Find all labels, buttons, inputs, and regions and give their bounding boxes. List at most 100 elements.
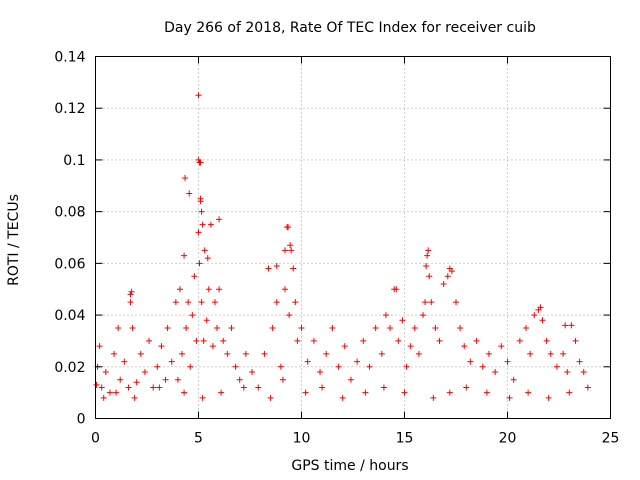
data-point bbox=[378, 350, 385, 357]
data-point bbox=[195, 156, 202, 163]
data-point bbox=[580, 368, 587, 375]
data-point bbox=[504, 358, 511, 365]
data-point bbox=[182, 175, 189, 182]
data-point bbox=[176, 286, 183, 293]
data-point bbox=[440, 281, 447, 288]
data-point bbox=[380, 384, 387, 391]
data-point bbox=[457, 325, 464, 331]
data-point bbox=[137, 350, 144, 357]
data-point bbox=[516, 337, 523, 344]
data-point bbox=[216, 216, 223, 223]
data-point bbox=[96, 343, 103, 350]
data-point bbox=[93, 381, 100, 388]
data-point bbox=[492, 368, 499, 375]
data-point bbox=[228, 325, 235, 331]
data-point bbox=[399, 317, 406, 324]
y-tick-label: 0.08 bbox=[54, 205, 85, 221]
data-point bbox=[205, 286, 212, 293]
data-point bbox=[302, 389, 309, 396]
data-point bbox=[525, 389, 532, 396]
data-point bbox=[403, 363, 410, 370]
data-point bbox=[146, 337, 153, 344]
data-point bbox=[100, 394, 107, 401]
x-tick-label: 0 bbox=[91, 431, 100, 447]
data-point bbox=[564, 368, 571, 375]
data-point bbox=[189, 312, 196, 319]
y-tick-label: 0.06 bbox=[54, 256, 85, 272]
data-point bbox=[360, 337, 367, 344]
data-point bbox=[179, 350, 186, 357]
data-point bbox=[539, 317, 546, 324]
data-point bbox=[181, 252, 188, 259]
data-point bbox=[424, 252, 431, 259]
chart-title: Day 266 of 2018, Rate Of TEC Index for r… bbox=[164, 20, 536, 36]
data-point bbox=[420, 312, 427, 319]
data-point bbox=[158, 343, 165, 350]
data-point bbox=[584, 384, 591, 391]
data-point bbox=[113, 389, 120, 396]
data-point bbox=[411, 325, 418, 331]
data-point bbox=[162, 376, 169, 383]
data-point bbox=[387, 325, 394, 331]
data-point bbox=[106, 389, 113, 396]
data-point bbox=[510, 376, 517, 383]
data-point bbox=[273, 262, 280, 269]
data-point bbox=[319, 384, 326, 391]
data-point bbox=[154, 363, 161, 370]
data-point bbox=[432, 325, 439, 331]
data-point bbox=[191, 273, 198, 280]
data-point bbox=[446, 389, 453, 396]
data-point bbox=[216, 286, 223, 293]
data-point bbox=[527, 350, 534, 357]
data-point bbox=[430, 394, 437, 401]
data-point bbox=[269, 325, 276, 331]
data-point bbox=[218, 389, 225, 396]
data-point bbox=[128, 288, 135, 295]
data-point bbox=[323, 350, 330, 357]
data-point bbox=[506, 394, 513, 401]
data-point bbox=[566, 389, 573, 396]
data-point bbox=[290, 265, 297, 272]
data-point bbox=[576, 358, 583, 365]
data-point bbox=[341, 343, 348, 350]
data-point bbox=[560, 350, 567, 357]
y-tick-label: 0 bbox=[77, 412, 86, 428]
data-point bbox=[181, 389, 188, 396]
data-point bbox=[317, 368, 324, 375]
data-point bbox=[423, 262, 430, 269]
data-point bbox=[498, 343, 505, 350]
data-point bbox=[531, 312, 538, 319]
data-point bbox=[193, 337, 200, 344]
data-point bbox=[164, 325, 171, 331]
data-point bbox=[261, 350, 268, 357]
data-point bbox=[422, 299, 429, 306]
data-point bbox=[156, 384, 163, 391]
data-point bbox=[117, 376, 124, 383]
data-point bbox=[282, 247, 289, 254]
data-point bbox=[200, 337, 207, 344]
grid-lines bbox=[95, 56, 611, 419]
data-point bbox=[150, 384, 157, 391]
data-point bbox=[415, 350, 422, 357]
data-point bbox=[407, 343, 414, 350]
data-point bbox=[537, 304, 544, 311]
data-point bbox=[277, 363, 284, 370]
data-point bbox=[347, 376, 354, 383]
data-point bbox=[121, 358, 128, 365]
data-point bbox=[199, 221, 206, 228]
data-points bbox=[93, 92, 591, 401]
data-point bbox=[372, 325, 379, 331]
data-point bbox=[220, 337, 227, 344]
data-point bbox=[282, 286, 289, 293]
data-point bbox=[129, 325, 136, 331]
data-point bbox=[207, 221, 214, 228]
data-point bbox=[125, 384, 132, 391]
y-tick-label: 0.12 bbox=[54, 101, 85, 117]
data-point bbox=[446, 265, 453, 272]
data-point bbox=[198, 208, 205, 215]
data-point bbox=[425, 247, 432, 254]
data-point bbox=[523, 325, 530, 331]
data-point bbox=[286, 312, 293, 319]
y-tick-label: 0.14 bbox=[54, 50, 85, 66]
data-point bbox=[553, 363, 560, 370]
